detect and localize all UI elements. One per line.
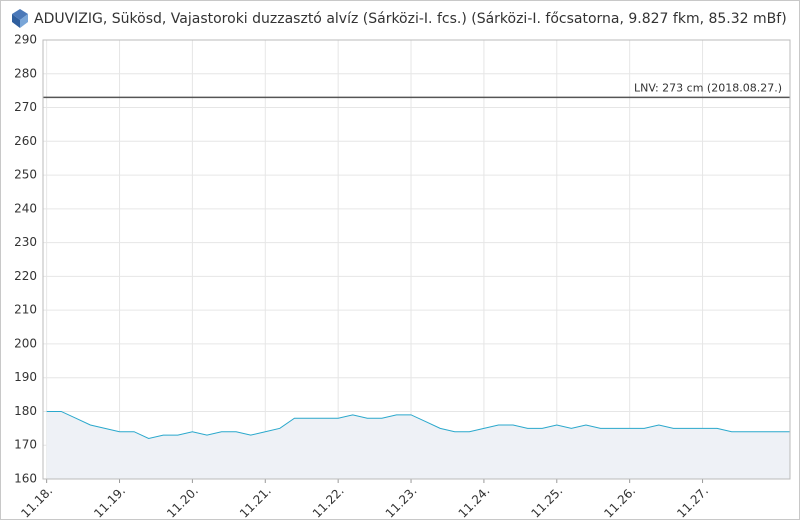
y-tick-label: 260 [14, 134, 37, 148]
y-tick-label: 250 [14, 168, 37, 182]
logo-icon [12, 9, 28, 28]
reference-label: LNV: 273 cm (2018.08.27.) [634, 81, 782, 94]
y-tick-label: 160 [14, 472, 37, 486]
y-tick-label: 240 [14, 201, 37, 215]
plot-area [43, 40, 790, 479]
y-tick-label: 290 [14, 33, 37, 47]
chart-title: ADUVIZIG, Sükösd, Vajastoroki duzzasztó … [34, 11, 787, 27]
y-tick-label: 210 [14, 303, 37, 317]
y-tick-label: 230 [14, 235, 37, 249]
y-tick-label: 280 [14, 66, 37, 80]
y-tick-label: 170 [14, 438, 37, 452]
plot-border [42, 39, 791, 480]
y-tick-label: 220 [14, 269, 37, 283]
line [46, 410, 790, 440]
y-tick-label: 200 [14, 336, 37, 350]
y-tick-label: 190 [14, 370, 37, 384]
y-tick-label: 270 [14, 100, 37, 114]
y-tick-label: 180 [14, 404, 37, 418]
